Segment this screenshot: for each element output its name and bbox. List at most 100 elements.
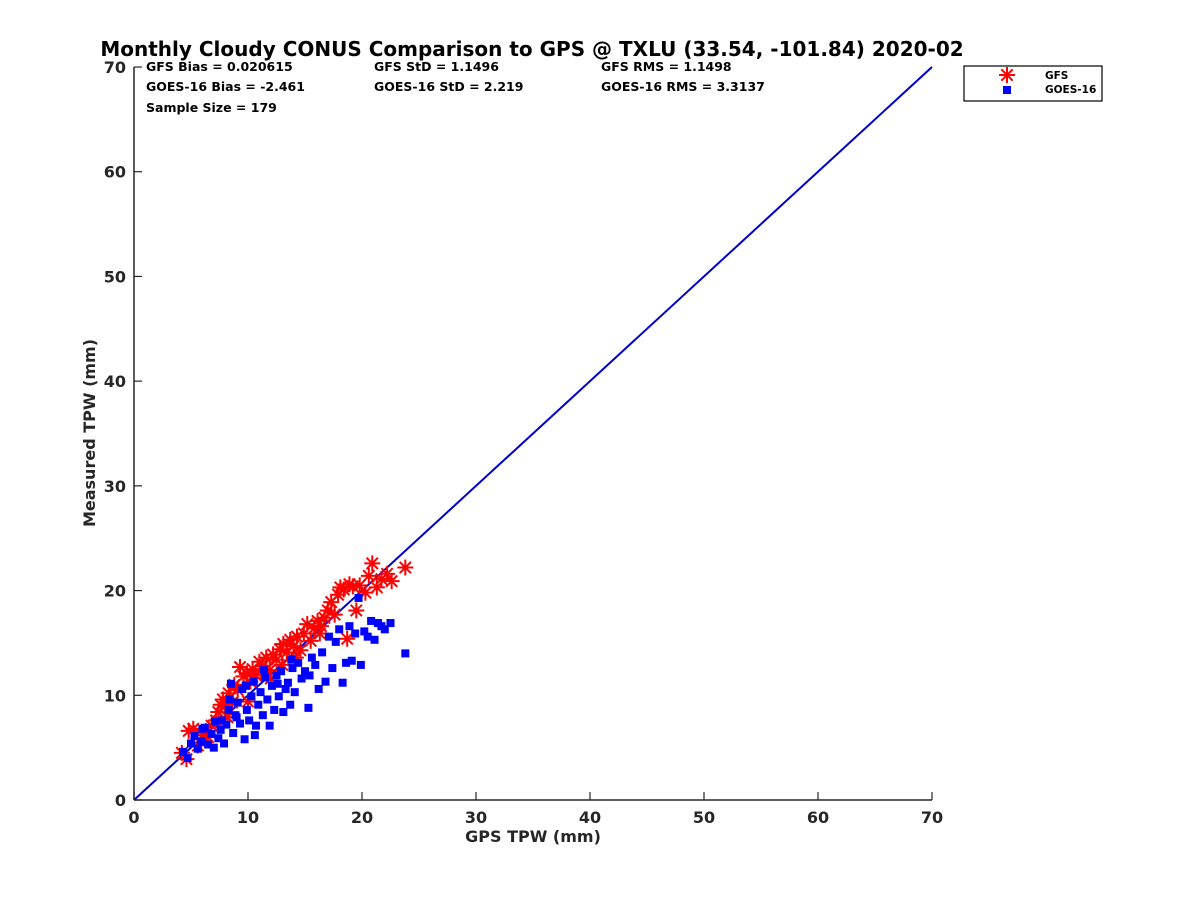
gfs-point (311, 625, 328, 642)
goes16-point (351, 629, 360, 638)
goes16-point (207, 730, 216, 739)
y-tick-label: 50 (104, 267, 126, 286)
goes16-point (328, 664, 337, 673)
goes16-point (193, 744, 202, 753)
x-tick-label: 50 (693, 808, 715, 827)
goes16-point (259, 666, 268, 675)
goes16-point (254, 700, 263, 709)
goes16-point (335, 625, 344, 634)
goes16-point (179, 747, 188, 756)
stat-sample-size: Sample Size = 179 (146, 100, 277, 115)
legend: GFS GOES-16 (963, 65, 1103, 102)
x-axis-label: GPS TPW (mm) (465, 827, 601, 846)
stat-goes-rms: GOES-16 RMS = 3.3137 (601, 79, 765, 94)
x-tick-label: 0 (128, 808, 139, 827)
y-tick-label: 60 (104, 163, 126, 182)
goes16-point (401, 649, 410, 658)
goes16-point (229, 728, 238, 737)
goes16-point (197, 737, 206, 746)
goes16-point (217, 716, 226, 725)
x-tick-label: 60 (807, 808, 829, 827)
goes16-point (279, 708, 288, 717)
goes16-point (187, 739, 195, 748)
goes16-point (249, 677, 258, 686)
goes16-point (216, 725, 225, 734)
goes16-point (342, 658, 351, 667)
goes16-point (386, 619, 395, 628)
gfs-point (326, 606, 343, 623)
chart-title: Monthly Cloudy CONUS Comparison to GPS @… (100, 37, 963, 61)
goes16-point (198, 724, 207, 733)
goes16-point (324, 632, 333, 641)
x-ticks: 0 10 20 30 40 50 60 70 (128, 792, 943, 827)
legend-goes16-label: GOES-16 (1045, 84, 1096, 96)
goes16-point (261, 673, 270, 682)
goes16-point (263, 695, 272, 704)
goes16-point (283, 678, 292, 687)
legend-goes16-marker (1003, 86, 1011, 94)
x-tick-label: 40 (579, 808, 601, 827)
y-tick-label: 10 (104, 686, 126, 705)
goes16-point (258, 711, 267, 720)
gfs-point (397, 559, 414, 576)
goes16-point (338, 678, 347, 687)
gfs-point (360, 567, 377, 584)
y-tick-label: 70 (104, 58, 126, 77)
goes16-point (247, 692, 256, 701)
goes16-point (287, 655, 296, 664)
goes16-point (222, 720, 231, 729)
goes16-point (304, 703, 313, 712)
goes16-point (380, 625, 389, 634)
goes16-point (354, 593, 363, 602)
goes16-point (307, 653, 316, 662)
stat-goes-std: GOES-16 StD = 2.219 (374, 79, 523, 94)
goes16-point (281, 685, 290, 694)
x-tick-label: 10 (237, 808, 259, 827)
legend-box (963, 65, 1103, 102)
y-tick-label: 0 (115, 791, 126, 810)
goes16-point (314, 685, 323, 694)
goes16-point (277, 667, 286, 676)
goes16-point (356, 660, 365, 669)
goes16-point (256, 688, 265, 697)
goes16-point (224, 705, 233, 714)
stat-gfs-bias: GFS Bias = 0.020615 (146, 59, 293, 74)
legend-gfs-label: GFS (1045, 70, 1068, 82)
gfs-point (348, 602, 365, 619)
goes16-point (236, 719, 245, 728)
goes16-point (370, 635, 379, 644)
goes16-point (183, 754, 192, 763)
goes16-point (273, 679, 282, 688)
goes16-point (209, 743, 218, 752)
x-tick-label: 70 (921, 808, 943, 827)
goes16-point (265, 721, 274, 730)
goes16-point (345, 622, 354, 631)
gfs-point (368, 579, 385, 596)
goes16-point (367, 616, 376, 625)
y-tick-label: 40 (104, 372, 126, 391)
goes16-point (242, 705, 251, 714)
goes16-point (226, 679, 235, 688)
goes16-point (214, 734, 223, 743)
goes16-point (241, 681, 250, 690)
goes16-point (297, 674, 306, 683)
stat-goes-bias: GOES-16 Bias = -2.461 (146, 79, 305, 94)
goes16-point (286, 700, 295, 709)
goes16-point (204, 740, 213, 749)
gfs-point (339, 630, 356, 647)
goes16-points (179, 593, 410, 763)
goes16-point (240, 735, 249, 744)
gfs-point (302, 632, 319, 649)
goes16-point (190, 732, 199, 741)
legend-goes16-square (1003, 86, 1011, 94)
goes16-point (321, 677, 330, 686)
y-axis-label: Measured TPW (mm) (80, 339, 99, 527)
goes16-point (360, 627, 369, 636)
goes16-point (347, 656, 356, 665)
goes16-point (251, 721, 260, 730)
goes16-point (294, 658, 303, 667)
goes16-point (220, 739, 229, 748)
goes16-point (210, 717, 219, 726)
goes16-point (290, 688, 299, 697)
